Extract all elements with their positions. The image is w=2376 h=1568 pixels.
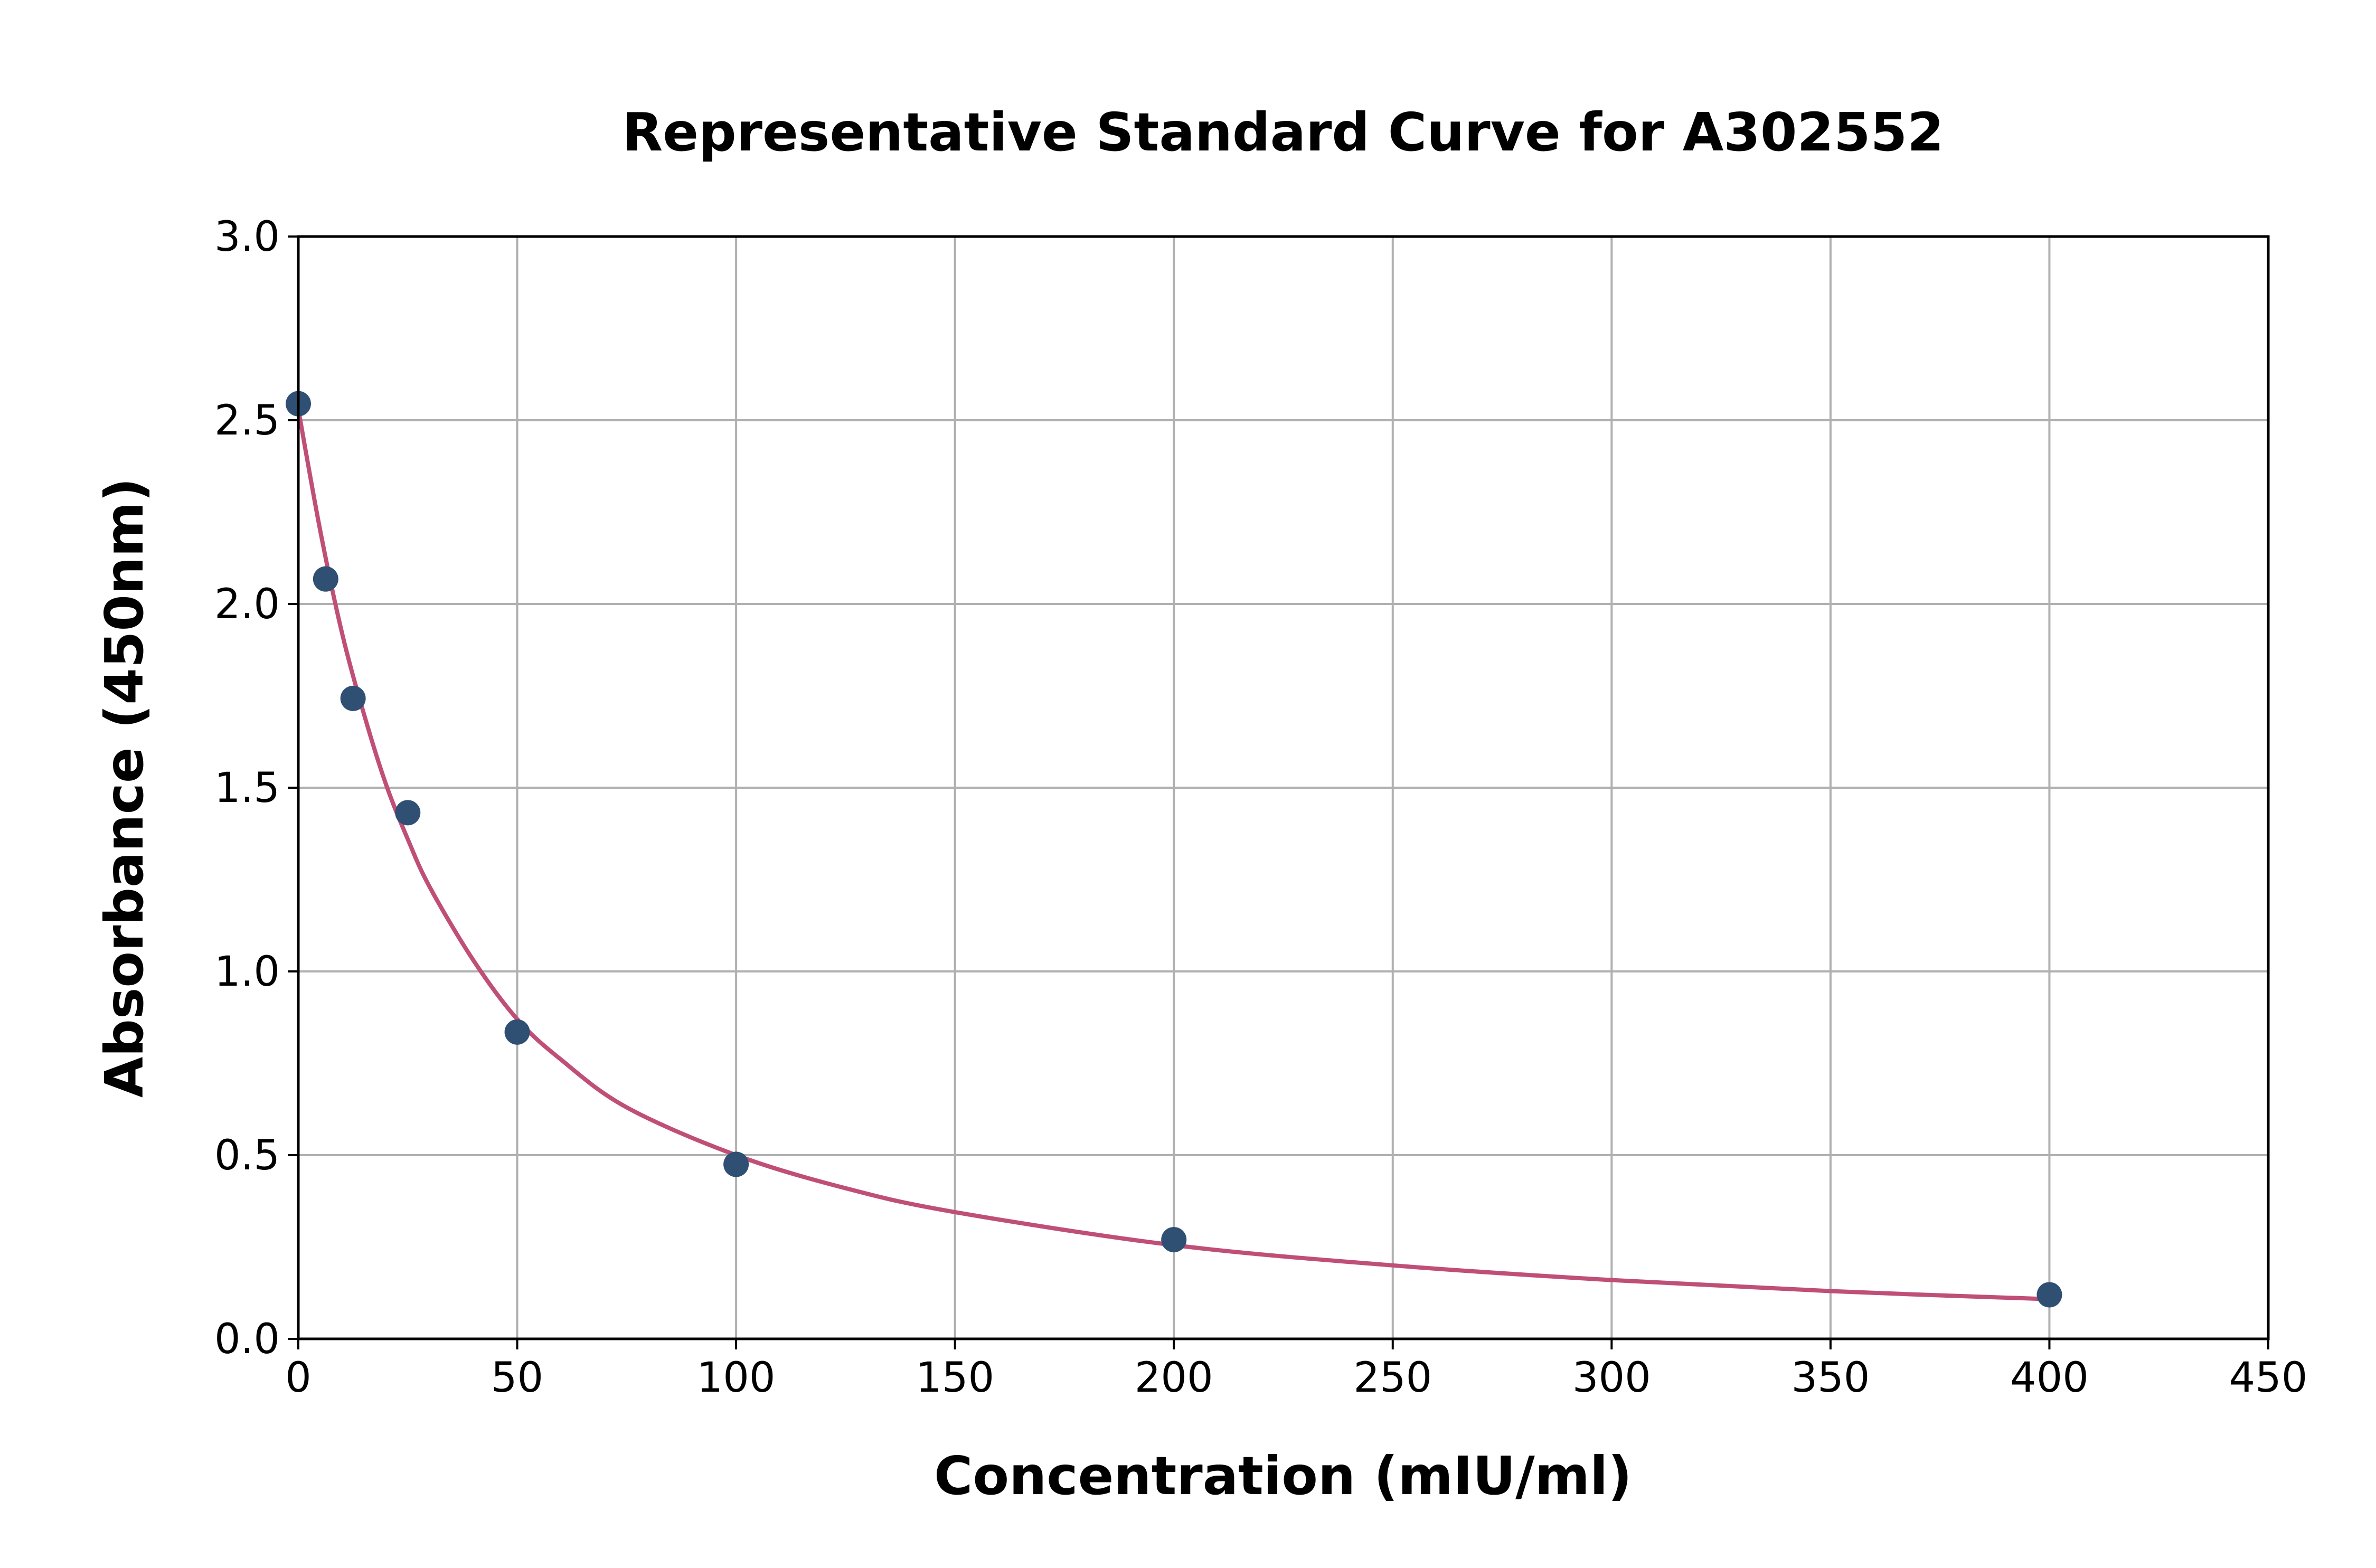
x-tick-label: 350 — [1791, 1354, 1870, 1402]
x-tick-label: 0 — [285, 1354, 312, 1402]
x-tick-label: 450 — [2229, 1354, 2308, 1402]
y-tick-label: 3.0 — [214, 213, 280, 261]
y-axis-label: Absorbance (450nm) — [93, 478, 155, 1098]
x-tick-label: 50 — [491, 1354, 543, 1402]
fit-curve — [296, 409, 2050, 1301]
y-tick-label: 2.0 — [214, 581, 280, 628]
data-point — [313, 566, 338, 592]
y-tick-label: 1.0 — [214, 948, 280, 996]
y-tick-label: 0.0 — [214, 1316, 280, 1363]
y-tick-label: 0.5 — [214, 1132, 280, 1179]
data-point — [723, 1151, 749, 1177]
y-tick-label: 2.5 — [214, 397, 280, 445]
data-point — [340, 685, 366, 711]
x-tick-label: 200 — [1135, 1354, 1213, 1402]
x-tick-label: 400 — [2010, 1354, 2089, 1402]
x-tick-label: 300 — [1572, 1354, 1651, 1402]
x-axis-label: Concentration (mIU/ml) — [934, 1445, 1632, 1507]
plot-frame — [297, 235, 2270, 1340]
y-tick-label: 1.5 — [214, 764, 280, 812]
x-tick-label: 150 — [916, 1354, 994, 1402]
data-point — [2036, 1282, 2062, 1308]
x-tick-label: 250 — [1353, 1354, 1432, 1402]
grid — [297, 235, 2269, 1340]
chart-title: Representative Standard Curve for A30255… — [622, 101, 1944, 163]
data-point — [504, 1019, 530, 1045]
y-axis-ticks: 0.0 0.5 1.0 1.5 2.0 2.5 3.0 — [214, 213, 298, 1363]
x-axis-ticks: 0 50 100 150 200 250 300 350 400 450 — [285, 1339, 2307, 1402]
data-point — [1161, 1227, 1187, 1253]
x-tick-label: 100 — [697, 1354, 776, 1402]
data-points — [286, 391, 2062, 1308]
data-point — [395, 800, 421, 826]
